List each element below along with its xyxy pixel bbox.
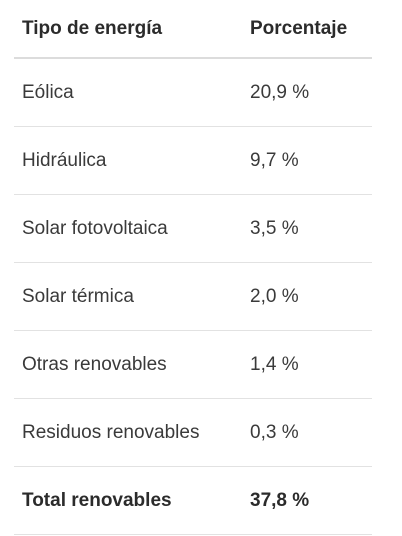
energy-table-container: Tipo de energía Porcentaje Eólica 20,9 %…	[14, 0, 372, 535]
cell-energy-type: Hidráulica	[14, 126, 242, 195]
cell-energy-type: Solar térmica	[14, 262, 242, 331]
cell-percentage: 20,9 %	[242, 58, 372, 127]
table-row: Eólica 20,9 %	[14, 58, 372, 127]
cell-energy-type: Eólica	[14, 58, 242, 127]
total-row: Total renovables 37,8 %	[14, 466, 372, 535]
table-row: Otras renovables 1,4 %	[14, 330, 372, 399]
cell-percentage: 2,0 %	[242, 262, 372, 331]
cell-percentage: 3,5 %	[242, 194, 372, 263]
energy-table: Tipo de energía Porcentaje Eólica 20,9 %…	[14, 0, 372, 535]
header-percentage: Porcentaje	[242, 0, 372, 59]
table-row: Solar fotovoltaica 3,5 %	[14, 194, 372, 263]
table-header: Tipo de energía Porcentaje	[14, 0, 372, 59]
cell-energy-type: Otras renovables	[14, 330, 242, 399]
cell-percentage: 0,3 %	[242, 398, 372, 467]
cell-percentage: 1,4 %	[242, 330, 372, 399]
cell-energy-type: Residuos renovables	[14, 398, 242, 467]
header-energy-type: Tipo de energía	[14, 0, 242, 59]
table-row: Hidráulica 9,7 %	[14, 126, 372, 195]
cell-percentage: 9,7 %	[242, 126, 372, 195]
cell-energy-type: Solar fotovoltaica	[14, 194, 242, 263]
total-percentage: 37,8 %	[242, 466, 372, 535]
header-row: Tipo de energía Porcentaje	[14, 0, 372, 59]
total-label: Total renovables	[14, 466, 242, 535]
table-body: Eólica 20,9 % Hidráulica 9,7 % Solar fot…	[14, 58, 372, 535]
table-row: Residuos renovables 0,3 %	[14, 398, 372, 467]
table-row: Solar térmica 2,0 %	[14, 262, 372, 331]
